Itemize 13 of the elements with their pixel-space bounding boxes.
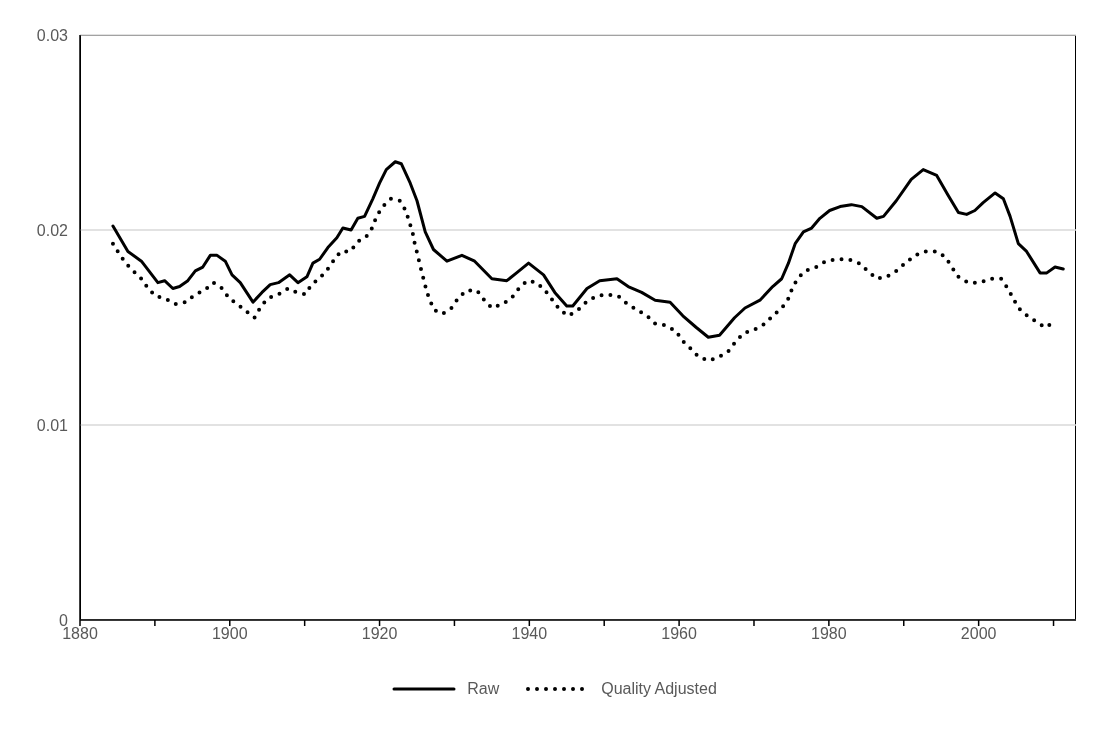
y-tick-label: 0.03	[36, 26, 69, 44]
line-series	[111, 160, 1065, 339]
x-tick-label: 1880	[62, 625, 98, 643]
x-tick-label: 1960	[661, 625, 697, 643]
x-tick-label: 1920	[361, 625, 398, 643]
x-tick-label: 1900	[211, 625, 248, 643]
x-tick-label: 1940	[511, 625, 548, 643]
x-tick-label: 1980	[811, 625, 847, 643]
legend-label: Quality Adjusted	[601, 680, 717, 698]
x-tick-label: 2000	[960, 625, 997, 643]
legend-label: Raw	[467, 680, 500, 698]
y-tick-label: 0.02	[36, 221, 69, 239]
y-tick-label: 0.01	[36, 416, 69, 434]
